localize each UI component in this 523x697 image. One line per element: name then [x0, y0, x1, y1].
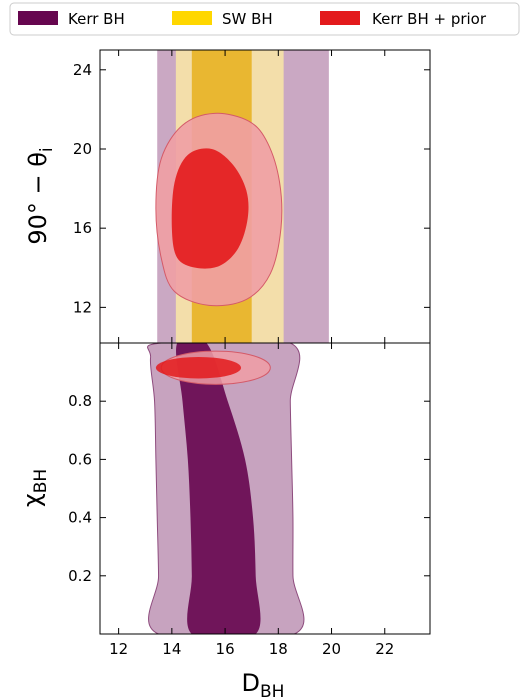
top-kerr-bh-prior-inner-region — [171, 148, 249, 269]
bottom-kerr-bh-inner-region — [176, 343, 261, 634]
legend-label-sw: SW BH — [222, 10, 273, 28]
legend-label-kerr: Kerr BH — [68, 10, 125, 28]
legend: Kerr BH SW BH Kerr BH + prior — [9, 2, 520, 36]
legend-swatch-kerr — [18, 11, 58, 25]
top-panel: 12 16 20 24 — [73, 49, 431, 344]
x-tick-label: 12 — [109, 640, 128, 658]
x-tick-label: 16 — [216, 640, 235, 658]
top-y-tick-label: 20 — [73, 140, 92, 158]
bottom-panel: 12 14 16 18 20 22 0.2 0.4 0.6 0.8 — [68, 342, 431, 658]
x-tick-label: 14 — [162, 640, 181, 658]
legend-label-prior: Kerr BH + prior — [372, 10, 487, 28]
x-tick-label: 20 — [322, 640, 341, 658]
x-axis-label: DBH — [242, 669, 285, 697]
legend-swatch-sw — [172, 11, 212, 25]
bottom-axes-frame — [99, 342, 431, 635]
legend-swatch-prior — [320, 11, 360, 25]
top-y-tick-label: 16 — [73, 219, 92, 237]
x-tick-label: 22 — [375, 640, 394, 658]
svg-text:DBH: DBH — [242, 669, 285, 697]
bottom-y-tick-label: 0.6 — [68, 450, 92, 468]
top-y-tick-label: 12 — [73, 298, 92, 316]
bottom-kerr-bh-prior-inner-region — [155, 356, 242, 379]
bottom-y-tick-label: 0.4 — [68, 509, 92, 527]
x-tick-label: 18 — [269, 640, 288, 658]
svg-text:χBH: χBH — [18, 469, 51, 507]
top-y-axis-label: 90° − θi — [24, 147, 57, 244]
bottom-y-axis-label: χBH — [18, 469, 51, 507]
top-y-tick-label: 24 — [73, 61, 92, 79]
bottom-y-tick-label: 0.2 — [68, 567, 92, 585]
bottom-y-tick-label: 0.8 — [68, 392, 92, 410]
legend-frame — [9, 2, 520, 36]
svg-text:90° − θi: 90° − θi — [24, 147, 57, 244]
